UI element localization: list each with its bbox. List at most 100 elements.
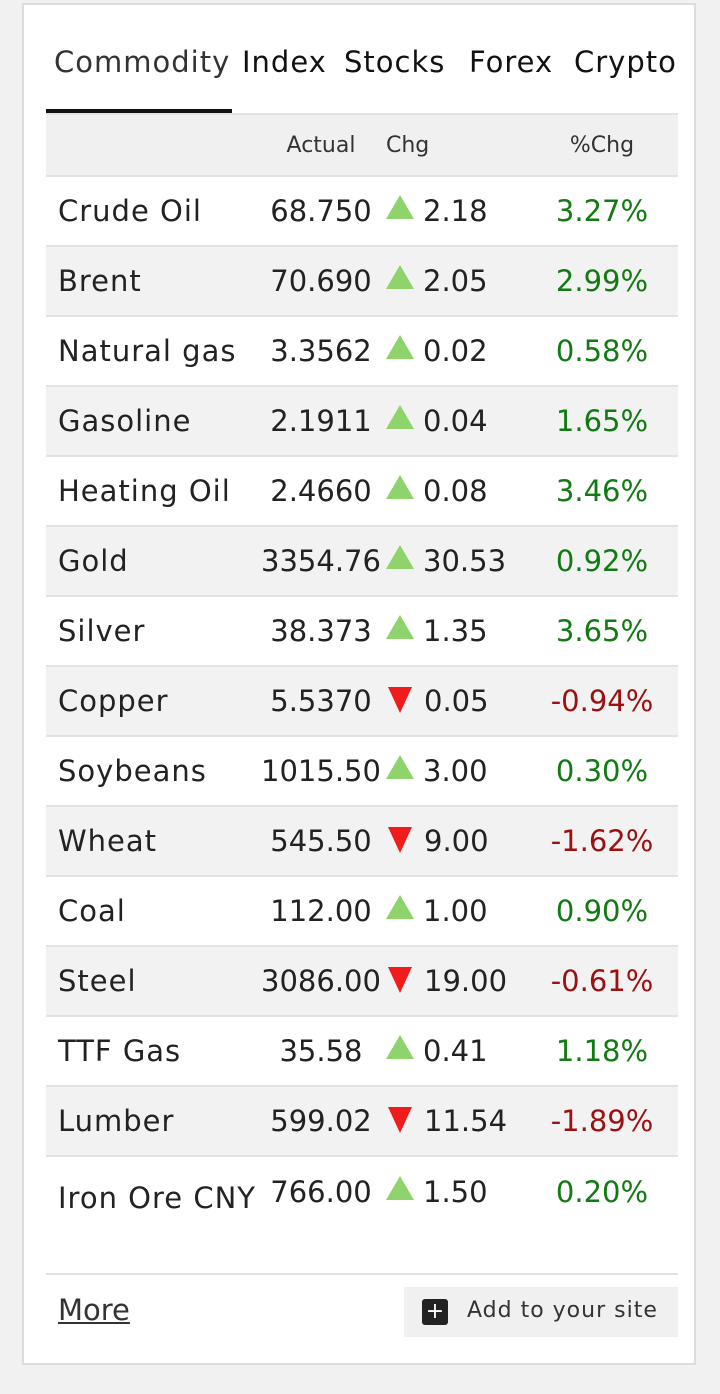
actual-value: 68.750	[270, 194, 372, 228]
change-cell: 30.53	[386, 526, 526, 596]
change-cell: 19.00	[386, 946, 526, 1016]
commodity-name[interactable]: Gold	[58, 544, 129, 578]
commodity-name[interactable]: Lumber	[58, 1104, 175, 1138]
change-cell: 1.00	[386, 876, 526, 946]
table-row[interactable]: Crude Oil 68.750 2.18 3.27%	[46, 176, 678, 246]
change-value: 11.54	[424, 1104, 508, 1138]
table-row[interactable]: Coal 112.00 1.00 0.90%	[46, 876, 678, 946]
percent-change-value: 3.46%	[555, 474, 649, 508]
actual-value: 5.5370	[270, 684, 372, 718]
table-row[interactable]: Brent 70.690 2.05 2.99%	[46, 246, 678, 316]
arrow-up-icon	[386, 265, 414, 289]
table-row[interactable]: TTF Gas 35.58 0.41 1.18%	[46, 1016, 678, 1086]
commodity-name[interactable]: Steel	[58, 964, 137, 998]
percent-change-value: -1.89%	[550, 1104, 654, 1138]
tab-commodity[interactable]: Commodity	[54, 45, 231, 79]
commodity-name[interactable]: Natural gas	[58, 334, 237, 368]
commodity-name[interactable]: Heating Oil	[58, 474, 231, 508]
change-value: 9.00	[424, 824, 489, 858]
table-row[interactable]: Iron Ore CNY 766.00 1.50 0.20%	[46, 1156, 678, 1273]
percent-change-value: -0.61%	[550, 964, 654, 998]
percent-change-value: 1.18%	[555, 1034, 649, 1068]
change-cell: 2.18	[386, 176, 526, 246]
percent-change-value: -0.94%	[550, 684, 654, 718]
change-value: 1.00	[423, 894, 488, 928]
change-value: 19.00	[424, 964, 508, 998]
commodity-name[interactable]: TTF Gas	[58, 1034, 182, 1068]
add-to-your-site-button[interactable]: + Add to your site	[404, 1287, 678, 1337]
arrow-down-icon	[388, 687, 412, 713]
commodity-name[interactable]: Copper	[58, 684, 169, 718]
arrow-up-icon	[386, 335, 414, 359]
commodity-name[interactable]: Silver	[58, 614, 146, 648]
actual-value: 35.58	[279, 1034, 363, 1068]
column-header-actual: Actual	[286, 132, 356, 158]
change-cell: 0.02	[386, 316, 526, 386]
arrow-up-icon	[386, 1176, 414, 1200]
change-cell: 1.35	[386, 596, 526, 666]
table-row[interactable]: Gasoline 2.1911 0.04 1.65%	[46, 386, 678, 456]
market-tabs: Commodity Index Stocks Forex Crypto Bo	[24, 5, 694, 115]
arrow-up-icon	[386, 545, 414, 569]
actual-value: 545.50	[270, 824, 372, 858]
actual-value: 2.1911	[270, 404, 372, 438]
change-cell: 9.00	[386, 806, 526, 876]
table-row[interactable]: Copper 5.5370 0.05 -0.94%	[46, 666, 678, 736]
percent-change-value: 1.65%	[555, 404, 649, 438]
actual-value: 3354.76	[261, 544, 381, 578]
arrow-up-icon	[386, 195, 414, 219]
actual-value: 2.4660	[270, 474, 372, 508]
commodity-name[interactable]: Gasoline	[58, 404, 192, 438]
change-value: 2.05	[423, 264, 488, 298]
table-row[interactable]: Soybeans 1015.50 3.00 0.30%	[46, 736, 678, 806]
commodity-name[interactable]: Soybeans	[58, 754, 207, 788]
change-value: 0.02	[423, 334, 488, 368]
percent-change-value: 3.65%	[555, 614, 649, 648]
tab-crypto[interactable]: Crypto	[574, 45, 677, 79]
table-row[interactable]: Wheat 545.50 9.00 -1.62%	[46, 806, 678, 876]
actual-value: 70.690	[270, 264, 372, 298]
table-row[interactable]: Lumber 599.02 11.54 -1.89%	[46, 1086, 678, 1156]
tab-stocks[interactable]: Stocks	[344, 45, 446, 79]
percent-change-value: 0.92%	[555, 544, 649, 578]
widget-footer: More + Add to your site	[46, 1273, 678, 1355]
plus-icon: +	[422, 1299, 448, 1325]
change-cell: 0.04	[386, 386, 526, 456]
add-to-your-site-label: Add to your site	[467, 1298, 658, 1323]
commodity-widget: Commodity Index Stocks Forex Crypto Bo A…	[22, 3, 696, 1365]
percent-change-value: -1.62%	[550, 824, 654, 858]
change-cell: 11.54	[386, 1086, 526, 1156]
percent-change-value: 0.30%	[555, 754, 649, 788]
change-cell: 3.00	[386, 736, 526, 806]
column-header-name	[46, 114, 256, 176]
actual-value: 3086.00	[261, 964, 381, 998]
table-row[interactable]: Silver 38.373 1.35 3.65%	[46, 596, 678, 666]
change-value: 0.41	[423, 1034, 488, 1068]
table-row[interactable]: Gold 3354.76 30.53 0.92%	[46, 526, 678, 596]
commodity-name[interactable]: Coal	[58, 894, 126, 928]
change-value: 3.00	[423, 754, 488, 788]
table-row[interactable]: Heating Oil 2.4660 0.08 3.46%	[46, 456, 678, 526]
arrow-up-icon	[386, 755, 414, 779]
arrow-up-icon	[386, 615, 414, 639]
commodity-name[interactable]: Wheat	[58, 824, 158, 858]
more-link[interactable]: More	[58, 1293, 130, 1327]
arrow-up-icon	[386, 475, 414, 499]
change-cell: 1.50	[386, 1156, 526, 1273]
table-row[interactable]: Natural gas 3.3562 0.02 0.58%	[46, 316, 678, 386]
change-value: 30.53	[423, 544, 507, 578]
actual-value: 766.00	[270, 1175, 372, 1209]
tab-forex[interactable]: Forex	[469, 45, 554, 79]
commodity-name[interactable]: Iron Ore CNY	[58, 1181, 257, 1215]
commodity-name[interactable]: Crude Oil	[58, 194, 202, 228]
commodity-name[interactable]: Brent	[58, 264, 142, 298]
arrow-up-icon	[386, 405, 414, 429]
percent-change-value: 3.27%	[555, 194, 649, 228]
percent-change-value: 0.20%	[555, 1175, 649, 1209]
actual-value: 112.00	[270, 894, 372, 928]
change-cell: 0.41	[386, 1016, 526, 1086]
table-row[interactable]: Steel 3086.00 19.00 -0.61%	[46, 946, 678, 1016]
table-body: Crude Oil 68.750 2.18 3.27% Brent 70.690 2.05 2…	[46, 176, 678, 1273]
tab-index[interactable]: Index	[242, 45, 327, 79]
change-value: 0.04	[423, 404, 488, 438]
